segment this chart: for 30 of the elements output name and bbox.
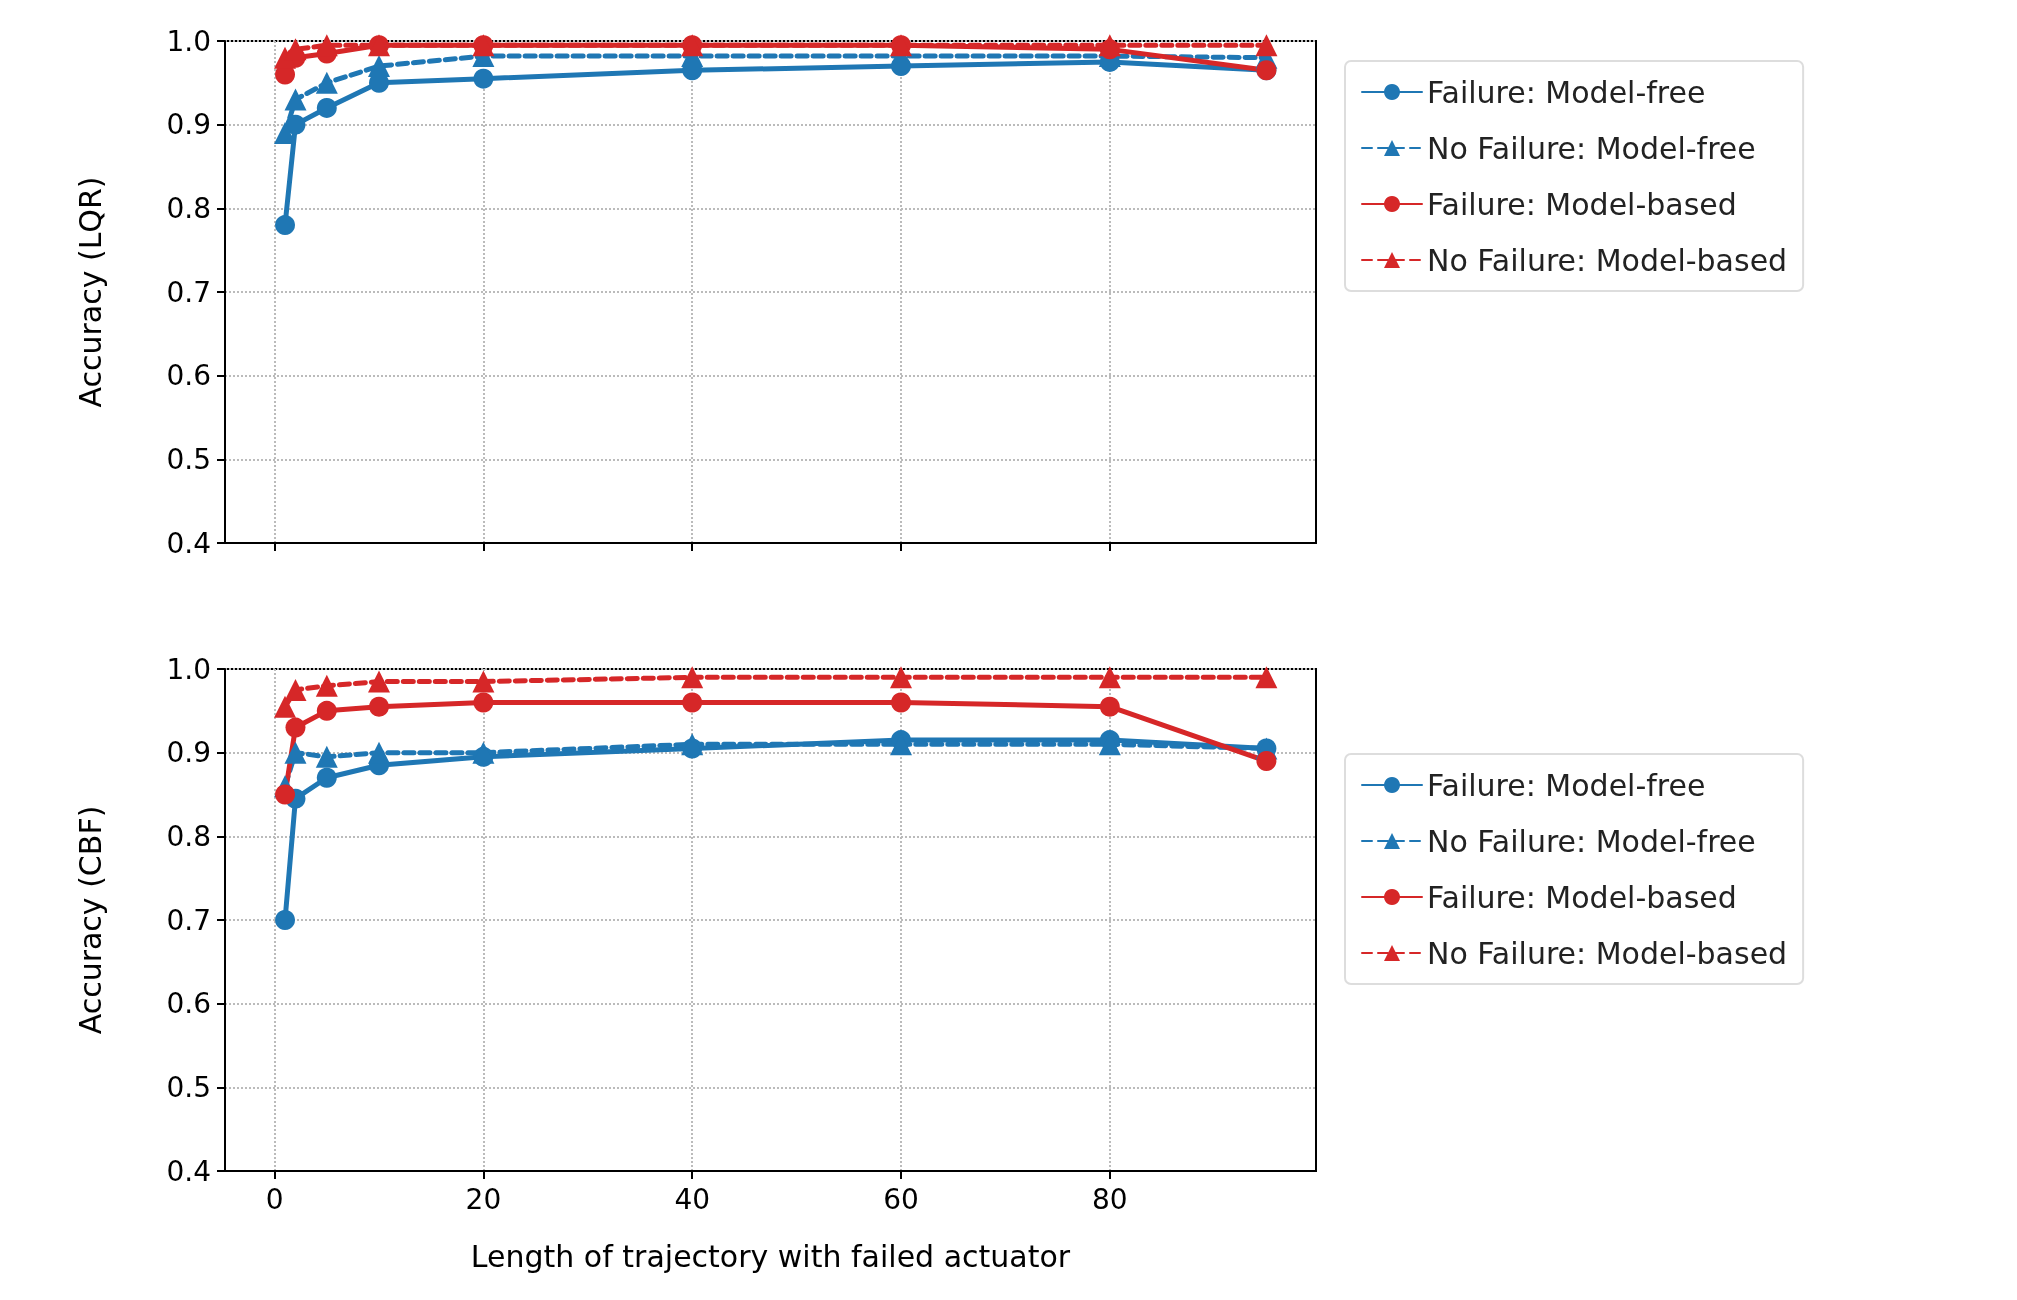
y-tick-label: 1.0	[166, 652, 211, 686]
y-tick-label: 0.6	[166, 987, 211, 1021]
x-tick-label: 60	[883, 1182, 919, 1216]
y-tick-label: 0.8	[166, 191, 211, 225]
x-tick-label: 40	[674, 1182, 711, 1216]
y-tick-label: 0.8	[166, 819, 211, 853]
y-tick-label: 0.4	[166, 1154, 211, 1188]
y-tick-label: 0.7	[166, 275, 211, 309]
y-tick-label: 0.7	[166, 903, 211, 937]
x-tick-label: 0	[265, 1182, 284, 1216]
legend-label: No Failure: Model-free	[1427, 130, 1756, 166]
x-axis-title: Length of trajectory with failed actuator	[470, 1238, 1071, 1274]
y-tick-label: 1.0	[166, 24, 211, 58]
y-axis-title: Accuracy (LQR)	[72, 176, 108, 408]
y-axis-title: Accuracy (CBF)	[72, 805, 108, 1035]
legend-label: Failure: Model-free	[1427, 74, 1706, 110]
x-tick-label: 80	[1091, 1182, 1128, 1216]
legend-label: Failure: Model-based	[1427, 186, 1737, 222]
y-tick-label: 0.5	[166, 1070, 211, 1104]
y-tick-label: 0.9	[166, 108, 211, 142]
x-tick-label: 20	[465, 1182, 502, 1216]
y-tick-label: 0.5	[166, 442, 211, 476]
legend-label: No Failure: Model-based	[1427, 935, 1788, 971]
y-tick-label: 0.6	[166, 359, 211, 393]
legend-label: Failure: Model-free	[1427, 767, 1706, 803]
legend-label: Failure: Model-based	[1427, 879, 1737, 915]
y-tick-label: 0.4	[166, 526, 211, 560]
legend-label: No Failure: Model-based	[1427, 242, 1788, 278]
y-tick-label: 0.9	[166, 736, 211, 770]
legend-label: No Failure: Model-free	[1427, 823, 1756, 859]
